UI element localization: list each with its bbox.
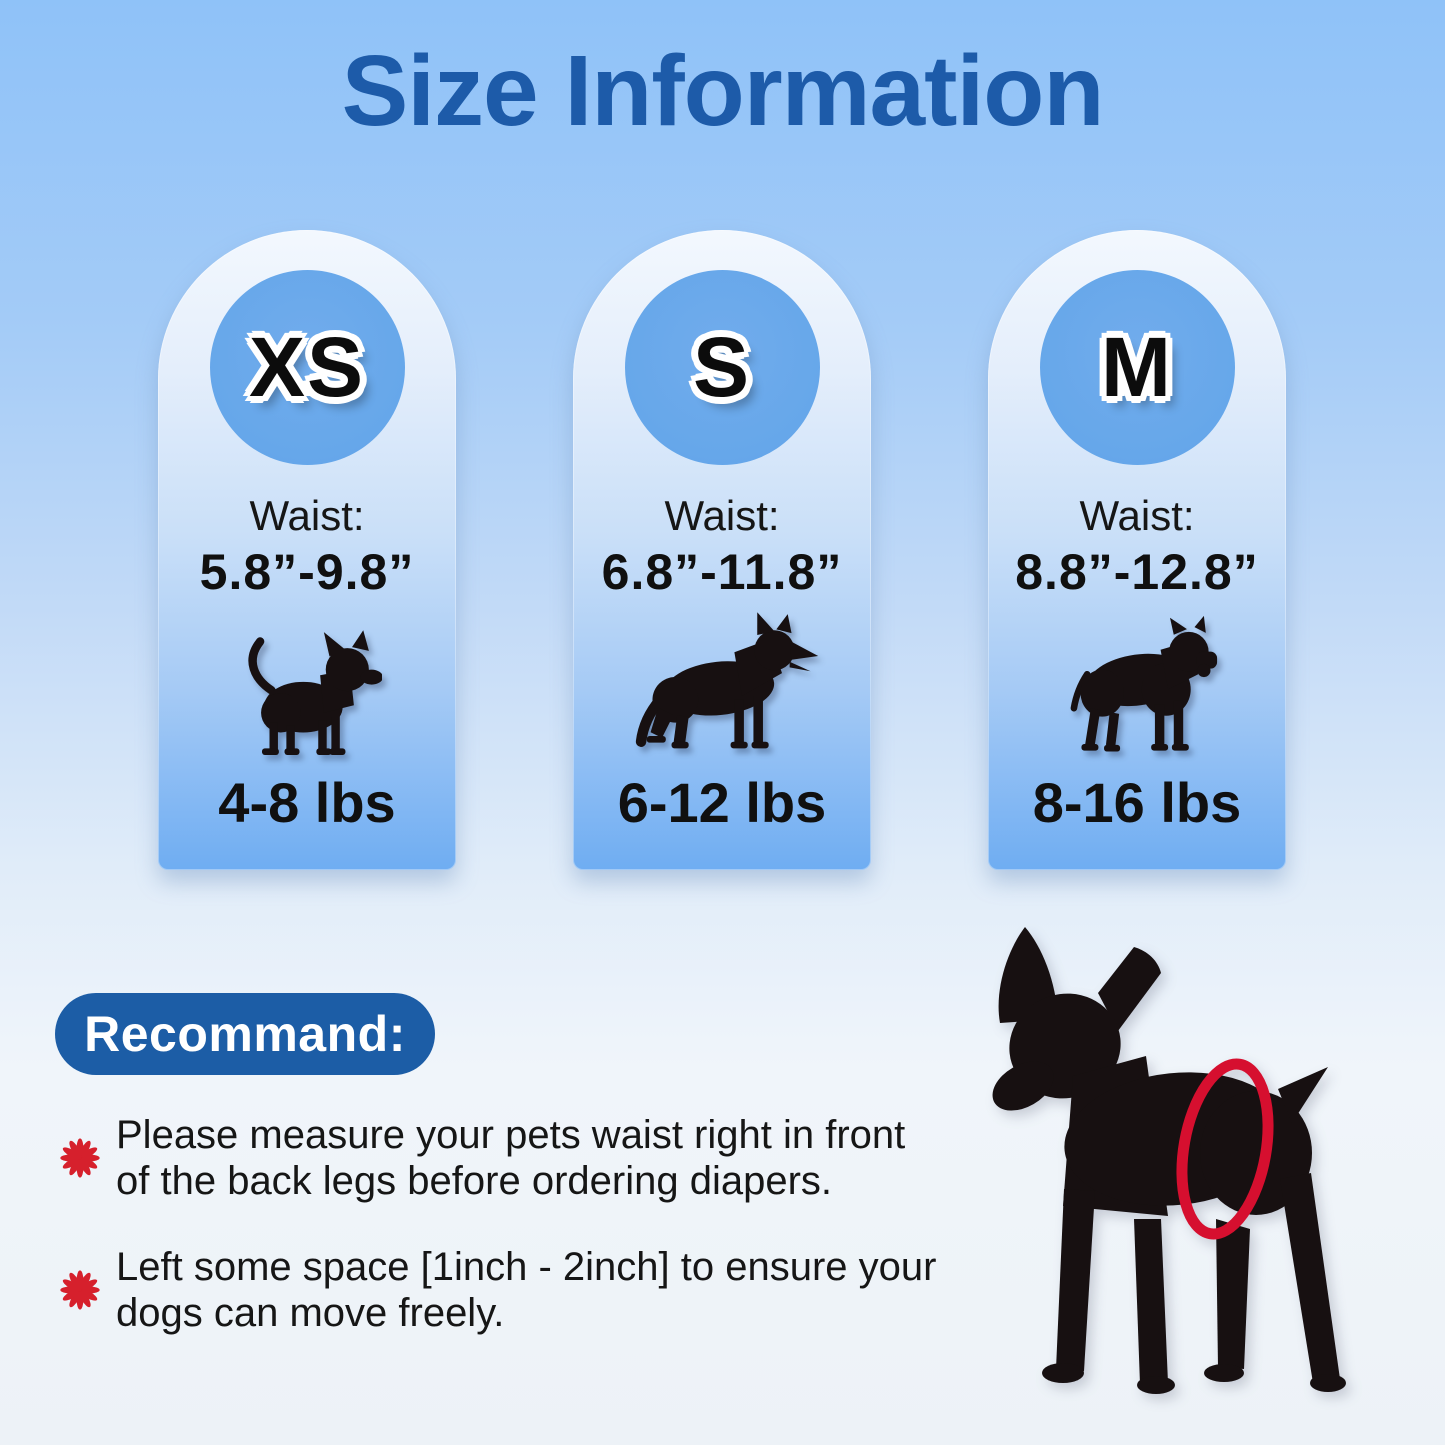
page-title: Size Information xyxy=(341,35,1105,147)
bullet-line: Left some space [1inch - 2inch] to ensur… xyxy=(116,1245,937,1289)
bullet-line: Please measure your pets waist right in … xyxy=(116,1113,906,1157)
weight-range-value: 8-16 lbs xyxy=(1032,771,1242,835)
weight-range-value: 4-8 lbs xyxy=(218,771,396,835)
boxer-silhouette-icon xyxy=(1070,616,1217,752)
waist-label: Waist: xyxy=(249,492,365,539)
waist-range-value: 8.8”-12.8” xyxy=(1015,544,1259,601)
big-dog-silhouette-icon xyxy=(992,927,1346,1394)
size-badge-circle: XS xyxy=(209,270,405,465)
size-badge-circle: M xyxy=(1039,270,1235,465)
chihuahua-silhouette-icon xyxy=(248,630,382,756)
waist-measure-ring xyxy=(1176,1058,1274,1240)
size-code-label: M xyxy=(1101,320,1173,414)
bullet-text: Left some space [1inch - 2inch] to ensur… xyxy=(116,1244,936,1337)
recommend-bullet: Left some space [1inch - 2inch] to ensur… xyxy=(60,1244,960,1337)
red-asterisk-icon xyxy=(60,1270,100,1311)
bullet-text: Please measure your pets waist right in … xyxy=(116,1112,905,1205)
size-code-label: XS xyxy=(248,320,366,414)
recommend-bullet: Please measure your pets waist right in … xyxy=(60,1112,960,1205)
waist-range-value: 6.8”-11.8” xyxy=(601,544,843,601)
size-card-m: M Waist: 8.8”-12.8” xyxy=(988,230,1286,870)
size-badge-circle: S xyxy=(624,270,820,465)
size-card-s: S Waist: 6.8”-11.8” xyxy=(573,230,871,870)
waist-range-value: 5.8”-9.8” xyxy=(199,544,415,601)
red-asterisk-icon xyxy=(60,1138,100,1179)
bullet-line: dogs can move freely. xyxy=(116,1291,505,1336)
dog-illustration-box xyxy=(622,610,822,760)
german-shepherd-silhouette-icon xyxy=(635,612,819,749)
size-card-xs: XS Waist: 5.8”-9.8” xyxy=(158,230,456,870)
waist-label: Waist: xyxy=(1079,492,1195,539)
dog-illustration-box xyxy=(232,610,382,760)
dog-waist-measurement-illustration xyxy=(928,920,1398,1437)
waist-label: Waist: xyxy=(664,492,780,539)
dog-illustration-box xyxy=(1055,610,1220,760)
bullet-line: of the back legs before ordering diapers… xyxy=(116,1159,832,1204)
size-code-label: S xyxy=(692,320,752,414)
recommend-heading: Recommand: xyxy=(55,993,435,1075)
weight-range-value: 6-12 lbs xyxy=(617,771,827,835)
